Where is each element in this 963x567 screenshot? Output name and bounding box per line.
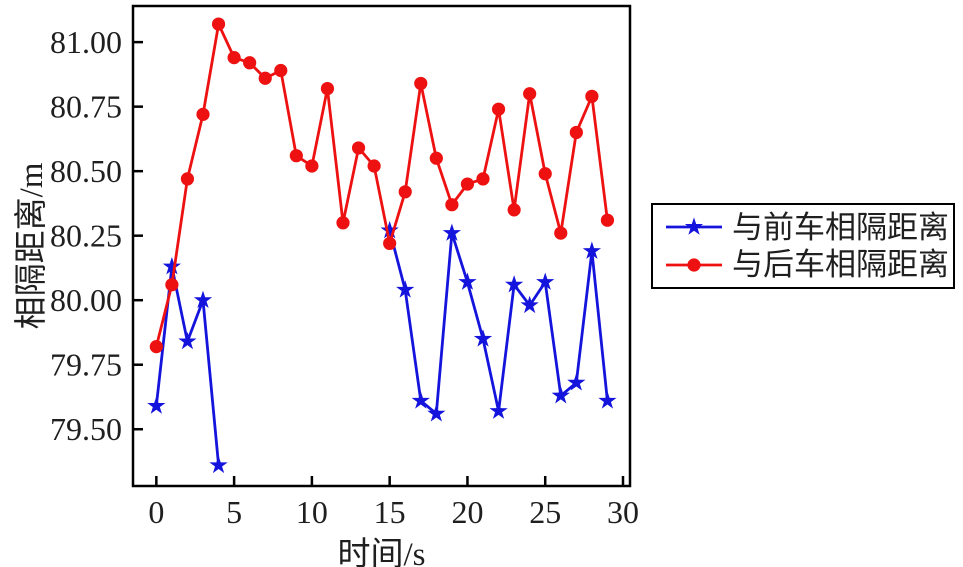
x-tick-label: 0 [148, 494, 164, 530]
series-1-marker [289, 149, 303, 163]
series-1-marker [569, 125, 583, 140]
series-1-marker [585, 89, 599, 103]
series-1-marker [165, 278, 179, 292]
series-0-marker [598, 391, 617, 409]
series-1-marker [460, 177, 475, 191]
y-tick-label: 79.50 [50, 411, 122, 447]
legend-line-circle-icon [666, 258, 722, 272]
x-tick-label: 5 [226, 494, 242, 530]
series-0-marker [536, 272, 555, 290]
series-1-marker [398, 185, 412, 199]
y-tick-label: 80.00 [50, 282, 122, 318]
series-1-marker [491, 102, 506, 116]
series-0-marker [193, 290, 213, 308]
x-tick-label: 25 [529, 494, 561, 530]
y-tick-label: 80.75 [50, 89, 122, 125]
series-1-marker [196, 107, 210, 121]
series-0-marker [504, 275, 524, 293]
legend-item-front-car-distance: 与前车相隔距离 [663, 212, 953, 243]
series-0-marker [551, 386, 570, 404]
series-1-marker [600, 213, 615, 227]
series-0-marker [396, 280, 415, 298]
x-tick-label: 15 [374, 494, 406, 530]
series-0-marker [380, 220, 399, 239]
series-1-marker [507, 203, 521, 217]
series-1-marker [429, 151, 443, 165]
series-1-marker [476, 172, 490, 186]
y-tick-label: 81.00 [50, 24, 122, 60]
legend-item-rear-car-distance: 与后车相隔距离 [663, 249, 953, 280]
series-0-marker [178, 331, 197, 350]
x-tick-label: 20 [451, 494, 483, 530]
y-tick-label: 80.50 [50, 153, 122, 189]
series-0-marker [147, 396, 166, 414]
series-1-marker [180, 172, 195, 186]
series-0-marker [567, 373, 586, 391]
series-0-marker [473, 329, 493, 347]
series-0-marker [427, 404, 446, 422]
legend-sample-marker [687, 258, 701, 272]
series-1-marker [211, 17, 226, 31]
series-1-marker [383, 236, 397, 251]
x-tick-label: 10 [296, 494, 328, 530]
series-0-marker [582, 241, 602, 259]
series-1-marker [227, 51, 241, 65]
series-0-marker [520, 295, 539, 314]
series-1-marker [367, 159, 381, 173]
plot-frame [131, 4, 632, 488]
x-axis-title: 时间/s [337, 537, 426, 567]
series-0-marker [411, 391, 430, 409]
x-tick-label: 30 [607, 494, 639, 530]
series-1-marker [445, 198, 459, 212]
series-0-marker [489, 401, 508, 419]
series-0-marker [458, 272, 477, 290]
series-0-marker [209, 455, 228, 474]
series-1-line [154, 22, 609, 349]
series-0-marker [442, 223, 462, 241]
legend: 与前车相隔距离 与后车相隔距离 [651, 203, 955, 289]
legend-label-rear-car: 与后车相隔距离 [732, 247, 949, 283]
y-tick-label: 79.75 [50, 347, 122, 383]
series-1-marker [305, 159, 319, 173]
series-1-marker [274, 63, 288, 78]
legend-label-front-car: 与前车相隔距离 [732, 209, 949, 245]
series-1-marker [414, 76, 428, 91]
series-1-marker [243, 56, 257, 70]
series-1-marker [523, 87, 537, 101]
series-1-marker [351, 141, 366, 155]
series-1-marker [336, 216, 350, 230]
series-1-marker [538, 167, 552, 181]
series-1-marker [554, 226, 568, 240]
series-1-marker [149, 340, 163, 354]
legend-line-star-icon [666, 217, 722, 235]
y-tick-label: 80.25 [50, 218, 122, 254]
series-1-marker [320, 81, 335, 96]
y-axis-title: 相隔距离/m [14, 162, 50, 330]
series-0-line [154, 265, 221, 467]
series-0-marker [162, 257, 182, 275]
series-1-marker [258, 71, 272, 85]
legend-sample-marker [684, 217, 704, 235]
